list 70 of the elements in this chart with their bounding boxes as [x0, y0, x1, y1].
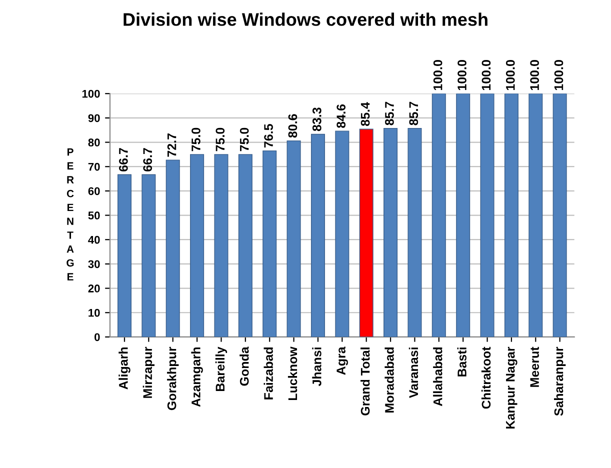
- data-label: 85.7: [409, 102, 418, 126]
- x-tick-label: Faizabad: [264, 348, 273, 400]
- bar: [335, 130, 350, 337]
- bar: [214, 154, 228, 337]
- bar: [190, 154, 204, 337]
- x-tick-label: Azamgarh: [191, 347, 203, 407]
- x-tick-label: Chitrakoot: [481, 346, 491, 409]
- data-label: 100.0: [482, 60, 491, 90]
- data-label: 100.0: [554, 60, 564, 90]
- data-label: 80.6: [288, 114, 298, 138]
- data-label: 76.5: [264, 124, 273, 148]
- data-label: 75.0: [216, 128, 225, 152]
- data-label: 75.0: [192, 128, 200, 152]
- data-label: 100.0: [458, 60, 466, 90]
- x-tick-label: Mirzapur: [142, 346, 155, 398]
- x-tick-label: Jhansi: [312, 348, 322, 386]
- y-tick-label: 90: [88, 114, 100, 122]
- data-label: 100.0: [506, 60, 515, 90]
- data-label: 75.0: [240, 128, 249, 152]
- x-tick-label: Gorakhpur: [167, 346, 179, 410]
- y-tick-label: 70: [88, 162, 100, 171]
- y-tick-label: 30: [88, 260, 100, 268]
- bar: [142, 174, 156, 337]
- data-label: 66.7: [118, 148, 128, 172]
- x-tick-label: Gonda: [240, 346, 249, 386]
- y-tick-label: 40: [88, 236, 100, 244]
- bar: [504, 94, 518, 337]
- text: PERCENTAGE: [66, 148, 74, 280]
- bar: [528, 94, 543, 337]
- x-tick-label: Lucknow: [288, 346, 298, 400]
- x-tick-label: Saharanpur: [554, 346, 566, 416]
- x-tick-label: Allahabad: [433, 348, 442, 406]
- x-tick-label: Agra: [336, 346, 348, 375]
- x-tick-label: Meerut: [530, 346, 539, 387]
- y-tick-label: 0: [94, 333, 100, 342]
- bar: [117, 174, 132, 337]
- x-tick-label: Moradabad: [384, 348, 394, 413]
- y-tick-label: 60: [88, 187, 100, 196]
- y-tick-label: 50: [88, 212, 100, 220]
- data-label: 85.7: [385, 102, 394, 126]
- data-label: 83.3: [312, 108, 322, 132]
- bar: [262, 150, 277, 337]
- x-tick-label: Basti: [457, 348, 466, 376]
- bar: [432, 94, 446, 337]
- data-label: 84.6: [336, 104, 346, 128]
- y-tick-label: 20: [88, 284, 100, 292]
- data-label: 100.0: [530, 60, 539, 90]
- chart-title: Division wise Windows covered with mesh: [124, 12, 488, 26]
- bar: [408, 128, 422, 337]
- bar: [286, 140, 301, 337]
- x-tick-label: Kanpur Nagar: [506, 346, 518, 428]
- x-tick-label: Varanasi: [408, 348, 418, 398]
- bar: [310, 134, 325, 337]
- y-tick-label: 100: [82, 90, 100, 98]
- x-tick-label: Bareilly: [215, 346, 228, 392]
- bar: [384, 128, 398, 337]
- y-tick-label: 10: [88, 308, 100, 317]
- data-label: 85.4: [360, 102, 370, 126]
- bar: [456, 94, 470, 337]
- bar: [552, 94, 567, 337]
- y-tick-label: 80: [88, 138, 100, 146]
- bar: [238, 154, 252, 337]
- bar: [480, 94, 494, 337]
- data-label: 66.7: [143, 148, 152, 172]
- data-label: 100.0: [433, 60, 442, 90]
- bar: [166, 160, 180, 337]
- x-tick-label: Grand Total: [360, 348, 370, 416]
- x-tick-label: Aligarh: [118, 347, 130, 390]
- bar: [359, 128, 374, 337]
- data-label: 72.7: [167, 133, 176, 157]
